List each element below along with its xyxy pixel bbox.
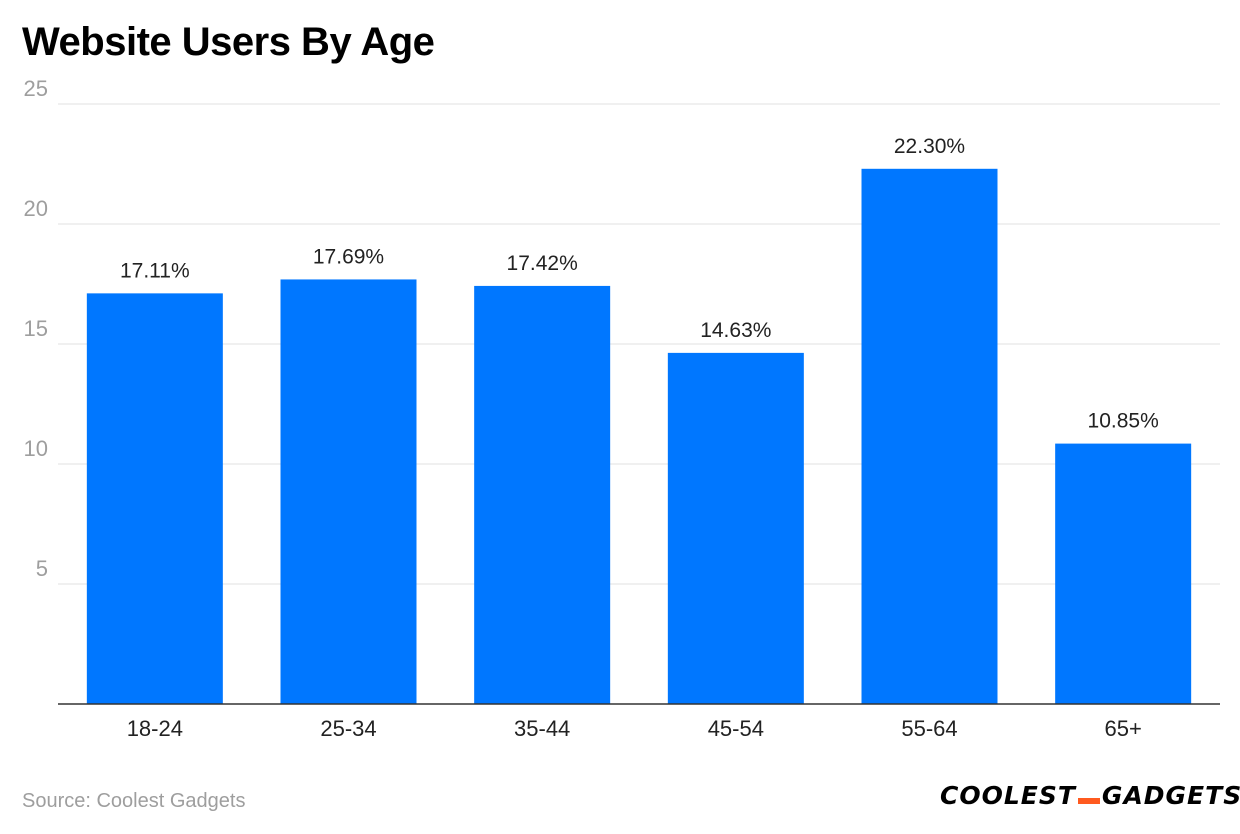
bar xyxy=(1055,443,1192,704)
bar-value-label: 17.11% xyxy=(120,259,190,282)
x-tick-label: 45-54 xyxy=(708,716,764,741)
data-labels: 17.11% 17.69% 17.42% 14.63% 22.30% 10.85% xyxy=(120,135,1159,433)
x-axis-ticks: 18-24 25-34 35-44 45-54 55-64 65+ xyxy=(127,716,1142,741)
x-tick-label: 18-24 xyxy=(127,716,183,741)
bar-value-label: 17.69% xyxy=(313,245,384,268)
bar-value-label: 10.85% xyxy=(1088,410,1159,433)
bar-value-label: 22.30% xyxy=(894,135,965,158)
x-tick-label: 65+ xyxy=(1105,716,1142,741)
bars xyxy=(86,168,1192,705)
bar xyxy=(280,279,417,704)
bar xyxy=(474,285,611,704)
y-axis-ticks: 5 10 15 20 25 xyxy=(24,76,48,581)
y-tick-label: 25 xyxy=(24,76,48,101)
bar xyxy=(667,352,804,704)
y-tick-label: 5 xyxy=(36,556,48,581)
y-tick-label: 15 xyxy=(24,316,48,341)
bar xyxy=(861,168,998,705)
x-tick-label: 35-44 xyxy=(514,716,570,741)
y-tick-label: 10 xyxy=(24,436,48,461)
brand-logo-right: GADGETS xyxy=(1101,780,1240,810)
y-tick-label: 20 xyxy=(24,196,48,221)
x-tick-label: 25-34 xyxy=(320,716,376,741)
bar-value-label: 17.42% xyxy=(507,252,578,275)
gridlines xyxy=(58,103,1220,585)
source-note: Source: Coolest Gadgets xyxy=(22,790,246,812)
bar-value-label: 14.63% xyxy=(700,319,771,342)
chart-title: Website Users By Age xyxy=(22,20,435,64)
brand-logo-left: COOLEST xyxy=(940,780,1076,810)
bar xyxy=(86,293,223,704)
brand-logo-dash xyxy=(1077,798,1100,804)
brand-logo: COOLEST GADGETS xyxy=(940,778,1240,812)
x-tick-label: 55-64 xyxy=(901,716,957,741)
